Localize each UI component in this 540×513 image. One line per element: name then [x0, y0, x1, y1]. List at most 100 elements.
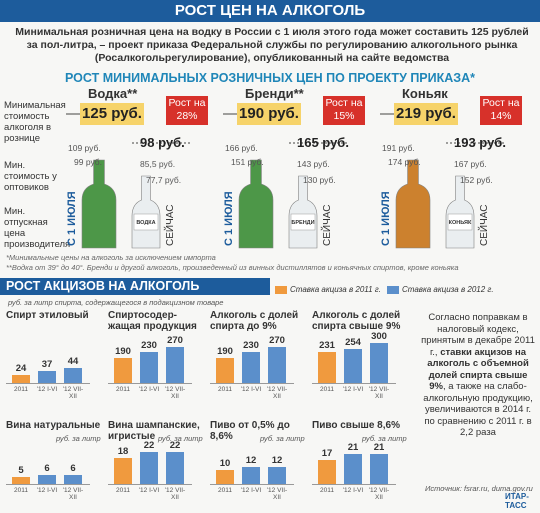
baseline — [6, 383, 90, 384]
bottle-now — [288, 175, 318, 249]
wholesale-new: 109 руб. — [68, 143, 101, 153]
baseline — [6, 484, 90, 485]
bottle-tag: СЕЙЧАС — [477, 205, 490, 246]
row-label: Мин. стоимость у оптовиков — [4, 160, 57, 193]
bar — [140, 452, 158, 484]
wholesale-new: 166 руб. — [225, 143, 258, 153]
chart-unit: руб. за литр — [260, 434, 305, 443]
chart-title: Алкоголь с долей спирта до 9% — [210, 310, 299, 332]
row-label: Минимальная стоимость алкоголя в рознице — [4, 100, 66, 144]
value-label: 190 — [115, 345, 131, 357]
note-text: Согласно поправкам в налоговый кодекс, п… — [421, 312, 535, 358]
x-tick-label: '12 VII-XII — [62, 487, 84, 501]
value-label: 24 — [15, 363, 27, 374]
new-price: 219 руб. — [394, 103, 458, 125]
value-label: 230 — [141, 340, 157, 352]
new-price: 190 руб. — [237, 103, 301, 125]
section-title: РОСТ МИНИМАЛЬНЫХ РОЗНИЧНЫХ ЦЕН ПО ПРОЕКТ… — [64, 71, 476, 85]
bottle-tag: СЕЙЧАС — [320, 205, 333, 246]
legend-label: Ставка акциза в 2012 г. — [402, 285, 494, 294]
x-tick-label: '12 VII-XII — [164, 487, 186, 501]
baseline — [108, 484, 192, 485]
value-label: 270 — [167, 335, 183, 346]
bottle-tag: СЕЙЧАС — [163, 205, 176, 246]
producer-now: 130 руб. — [303, 175, 336, 185]
producer-now: 152 руб. — [460, 175, 493, 185]
bottle-label: ВОДКА — [136, 220, 155, 226]
chart-title: Вина натуральные — [6, 420, 101, 431]
x-tick-label: 2011 — [14, 386, 28, 393]
section-title: РОСТ АКЦИЗОВ НА АЛКОГОЛЬ — [0, 278, 270, 295]
baseline — [108, 383, 192, 384]
x-tick-label: '12 I-VI — [240, 487, 262, 494]
producer-new: 151 руб. — [231, 157, 264, 167]
value-label: 6 — [44, 463, 50, 475]
bar — [370, 453, 388, 484]
legend-swatch — [275, 286, 287, 294]
legend-label: Ставка акциза в 2011 г. — [290, 285, 381, 294]
x-tick-label: 2011 — [320, 487, 334, 494]
bottle-label-bg — [447, 213, 473, 231]
bottle-label: БРЕНДИ — [291, 220, 314, 226]
value-label: 21 — [347, 441, 359, 453]
chart-unit: руб. за литр — [158, 434, 203, 443]
bar — [166, 347, 184, 383]
bar — [216, 357, 234, 383]
new-price: 125 руб. — [80, 103, 144, 125]
bottle-label: КОНЬЯК — [449, 220, 472, 226]
bar — [166, 452, 184, 484]
growth-badge: Рост на 28% — [166, 96, 208, 125]
bottle-now — [131, 175, 161, 249]
value-label: 22 — [169, 440, 181, 452]
chart-unit: руб. за литр — [56, 434, 101, 443]
bar — [268, 347, 286, 383]
value-label: 21 — [373, 441, 385, 453]
x-tick-label: '12 VII-XII — [266, 487, 288, 501]
value-label: 230 — [243, 340, 259, 352]
chart-title: Спирт этиловый — [6, 310, 89, 321]
bar — [114, 357, 132, 383]
chart-title: Спиртосодер-жащая продукция — [108, 310, 197, 332]
bar — [242, 466, 260, 484]
page-title: РОСТ ЦЕН НА АЛКОГОЛЬ — [0, 0, 540, 22]
wholesale-now: 167 руб. — [454, 159, 487, 169]
source: Источник: fsrar.ru, duma.gov.ru — [425, 484, 533, 493]
bar — [268, 466, 286, 484]
bar — [242, 352, 260, 383]
bottle-label-bg — [290, 213, 316, 231]
x-tick-label: 2011 — [116, 487, 130, 494]
bottle-new — [238, 159, 274, 249]
bar — [318, 459, 336, 484]
baseline — [210, 484, 294, 485]
x-tick-label: 2011 — [218, 487, 232, 494]
x-tick-label: '12 I-VI — [240, 386, 262, 393]
bar — [12, 375, 30, 383]
product-name: Коньяк — [402, 86, 448, 101]
x-tick-label: '12 VII-XII — [368, 487, 390, 501]
baseline — [312, 484, 396, 485]
bar — [114, 458, 132, 484]
note-text: ставки акцизов на алкоголь с объемной до… — [427, 346, 529, 393]
bottle-now — [445, 175, 475, 249]
growth-badge: Рост на 15% — [323, 96, 365, 125]
baseline — [210, 383, 294, 384]
x-tick-label: '12 I-VI — [138, 386, 160, 393]
bar — [370, 343, 388, 383]
note-text: , а также на слабо-алкогольную продукцию… — [423, 381, 533, 438]
current-price: 193 руб. — [454, 135, 506, 150]
chart-unit: руб. за литр — [362, 434, 407, 443]
footnote: *Минимальные цены на алкоголь за исключе… — [6, 253, 216, 262]
x-tick-label: '12 I-VI — [138, 487, 160, 494]
product-name: Водка** — [88, 86, 138, 101]
current-price: 165 руб. — [297, 135, 349, 150]
chart-title: Вина шампанские, игристые — [108, 420, 200, 442]
wholesale-now: 143 руб. — [297, 159, 330, 169]
wholesale-new: 191 руб. — [382, 143, 415, 153]
bar — [64, 475, 82, 484]
x-tick-label: '12 VII-XII — [164, 386, 186, 400]
growth-badge: Рост на 14% — [480, 96, 522, 125]
product-name: Бренди** — [245, 86, 304, 101]
unit-note: руб. за литр спирта, содержащегося в под… — [8, 298, 224, 307]
footnote: **Водка от 39° до 40°. Бренди и другой а… — [6, 263, 459, 272]
